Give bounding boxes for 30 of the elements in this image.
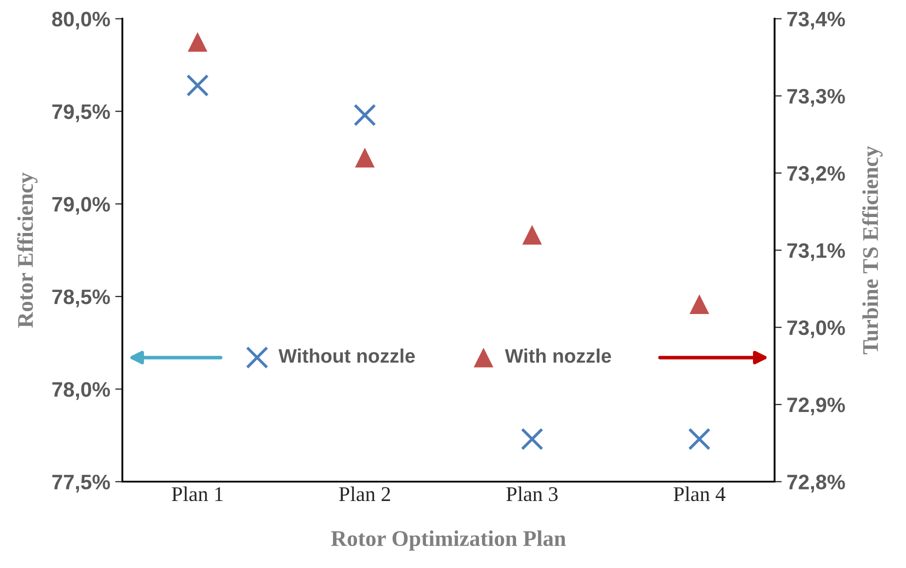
point [522,224,542,245]
legend-label: With nozzle [504,348,612,363]
point [520,428,544,450]
y2-tick-label: 73,1% [787,243,845,261]
x-tick-label: Plan 1 [172,486,223,502]
y2-tick-label: 73,2% [787,166,845,184]
x-tick-label: Plan 3 [506,486,558,502]
point [186,74,209,97]
x-tick-label: Plan 2 [339,486,390,502]
y2-tick-label: 73,0% [787,320,845,338]
x-tick-label: Plan 4 [674,486,726,502]
point [355,148,375,168]
y-tick-label: 79,0% [52,196,110,215]
y-tick-label: 79,5% [52,104,110,122]
y-tick-label: 80,0% [52,12,110,30]
y-tick-label: 78,5% [52,289,110,308]
y2-tick-label: 73,4% [787,12,845,30]
y2-tick-label: 72,8% [787,474,845,492]
y-axis-title: Rotor Efficiency [17,172,38,328]
point [188,32,208,52]
y2-tick-label: 73,3% [787,88,845,107]
legend-label: Without nozzle [278,348,415,363]
y2-axis-title: Turbine TS Efficiency [862,146,883,354]
x-axis-title: Rotor Optimization Plan [331,530,566,551]
point [688,428,711,450]
y2-tick-label: 72,9% [787,398,845,416]
y-tick-label: 77,5% [52,474,110,492]
point [690,294,710,314]
point [354,104,376,126]
y-tick-label: 78,0% [52,382,110,400]
